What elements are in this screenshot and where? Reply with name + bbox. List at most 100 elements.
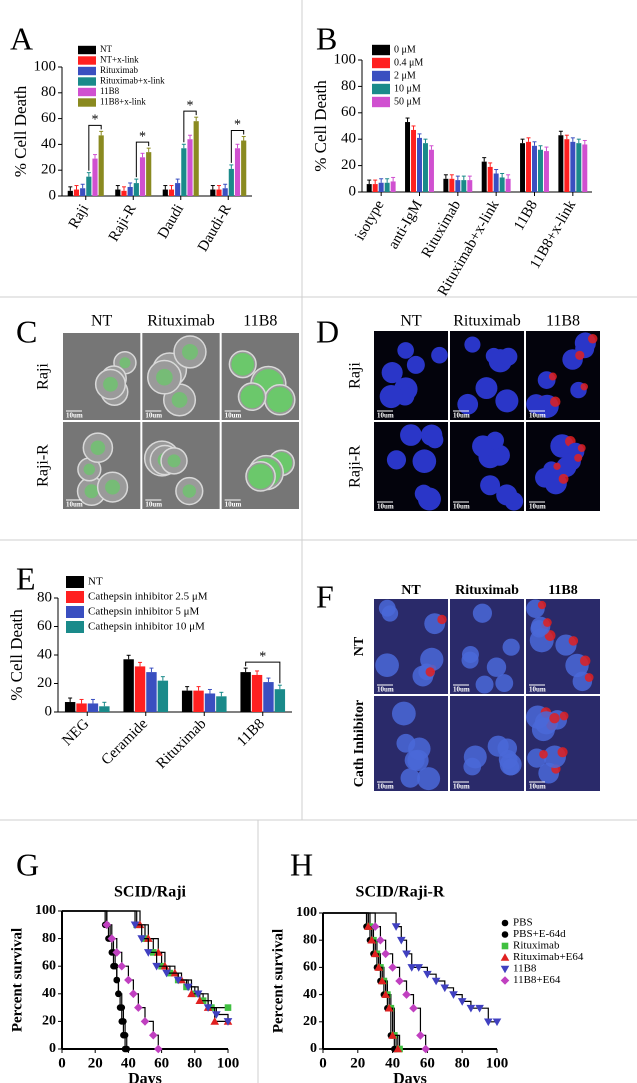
bar	[520, 143, 526, 192]
marker	[137, 935, 146, 943]
significance-bracket	[230, 130, 245, 163]
bar	[576, 143, 582, 192]
bar	[98, 135, 104, 196]
marker	[492, 1018, 502, 1027]
cell-stain	[539, 749, 548, 759]
bar	[428, 149, 434, 192]
legend-label: Cathepsin inhibitor 2.5 μM	[88, 591, 208, 603]
column-label: NT	[401, 583, 421, 598]
bar	[241, 140, 247, 196]
column-label: 11B8	[546, 313, 580, 330]
scale-bar-label: 10um	[377, 412, 394, 420]
y-tick-label: 60	[37, 618, 52, 634]
marker	[152, 962, 161, 971]
bar	[493, 173, 499, 192]
cell-stain	[549, 712, 560, 724]
cell	[497, 738, 518, 759]
cell	[488, 444, 510, 466]
cell-stain	[437, 614, 447, 625]
x-tick-label: 100	[486, 1055, 509, 1071]
scale-bar-label: 10um	[66, 412, 83, 420]
y-tick-label: 0	[49, 1041, 56, 1056]
bar	[564, 139, 570, 192]
bar	[210, 189, 216, 196]
marker	[402, 950, 411, 959]
marker	[501, 942, 509, 950]
y-tick-label: 100	[34, 58, 57, 74]
bar	[455, 180, 461, 192]
cell	[391, 701, 416, 726]
cell	[400, 424, 422, 446]
marker	[484, 1018, 493, 1027]
row-label: NT	[352, 636, 367, 656]
scale-bar-label: 10um	[145, 412, 162, 420]
cell-stain	[579, 655, 591, 666]
legend-label: Rituximab	[100, 65, 138, 75]
x-tick-label: 40	[385, 1055, 400, 1071]
y-tick-label: 20	[341, 157, 356, 173]
marker	[112, 948, 122, 957]
y-axis-label: Percent survival	[270, 929, 286, 1033]
cell-stain	[105, 479, 121, 495]
marker	[431, 977, 441, 986]
cell	[495, 674, 514, 693]
legend-swatch	[66, 606, 84, 618]
y-tick-label: 40	[37, 646, 52, 662]
panel-letter: H	[290, 846, 313, 882]
survival-line	[323, 912, 427, 1049]
marker	[123, 1045, 131, 1053]
cell-stain	[574, 453, 583, 462]
marker	[414, 964, 423, 972]
significance-bracket	[245, 661, 281, 684]
legend-label: 50 μM	[394, 96, 421, 107]
x-tick-label: 0	[58, 1055, 66, 1071]
legend-label: 2 μM	[394, 70, 416, 81]
y-axis-label: Percent survival	[9, 928, 25, 1032]
y-axis-label: % Cell Death	[11, 85, 30, 177]
scale-bar-label: 10um	[453, 686, 470, 694]
cell	[397, 342, 414, 359]
bar	[461, 180, 467, 192]
bar	[417, 137, 422, 192]
bar	[121, 190, 127, 196]
scale-bar-label: 10um	[377, 686, 394, 694]
cell-stain	[537, 600, 547, 610]
chart-title: SCID/Raji	[114, 884, 187, 901]
bar	[222, 188, 228, 196]
legend-label: 10 μM	[394, 83, 421, 94]
bar	[64, 702, 76, 712]
cell	[420, 424, 443, 447]
bar	[384, 182, 390, 192]
y-tick-label: 0	[45, 703, 53, 719]
bar	[157, 680, 169, 712]
legend-label: 0 μM	[394, 44, 416, 55]
marker	[113, 976, 121, 984]
cell-stain	[182, 343, 198, 360]
panel-letter: D	[316, 313, 339, 349]
y-tick-label: 80	[42, 931, 56, 946]
bar	[390, 181, 396, 192]
cell-stain	[425, 667, 435, 677]
scale-bar-label: 10um	[377, 503, 394, 511]
cell-stain	[548, 372, 557, 381]
bar	[76, 703, 87, 712]
y-tick-label: 100	[35, 903, 56, 918]
x-tick-label: 11B8	[511, 198, 541, 234]
cell-stain	[248, 463, 273, 489]
legend-label: 0.4 μM	[394, 57, 423, 68]
cell	[400, 768, 421, 788]
cell	[486, 657, 507, 677]
bar	[187, 139, 193, 196]
column-label: NT	[91, 313, 113, 330]
cell-stain	[550, 396, 561, 407]
cell	[472, 603, 493, 623]
bar	[204, 693, 216, 712]
column-label: Rituximab	[455, 583, 519, 598]
scale-bar-label: 10um	[225, 501, 242, 509]
marker	[501, 931, 509, 938]
bar	[181, 690, 193, 712]
marker	[449, 991, 458, 999]
bar	[99, 706, 110, 712]
x-tick-label: 80	[187, 1055, 202, 1071]
y-tick-label: 80	[37, 589, 52, 605]
